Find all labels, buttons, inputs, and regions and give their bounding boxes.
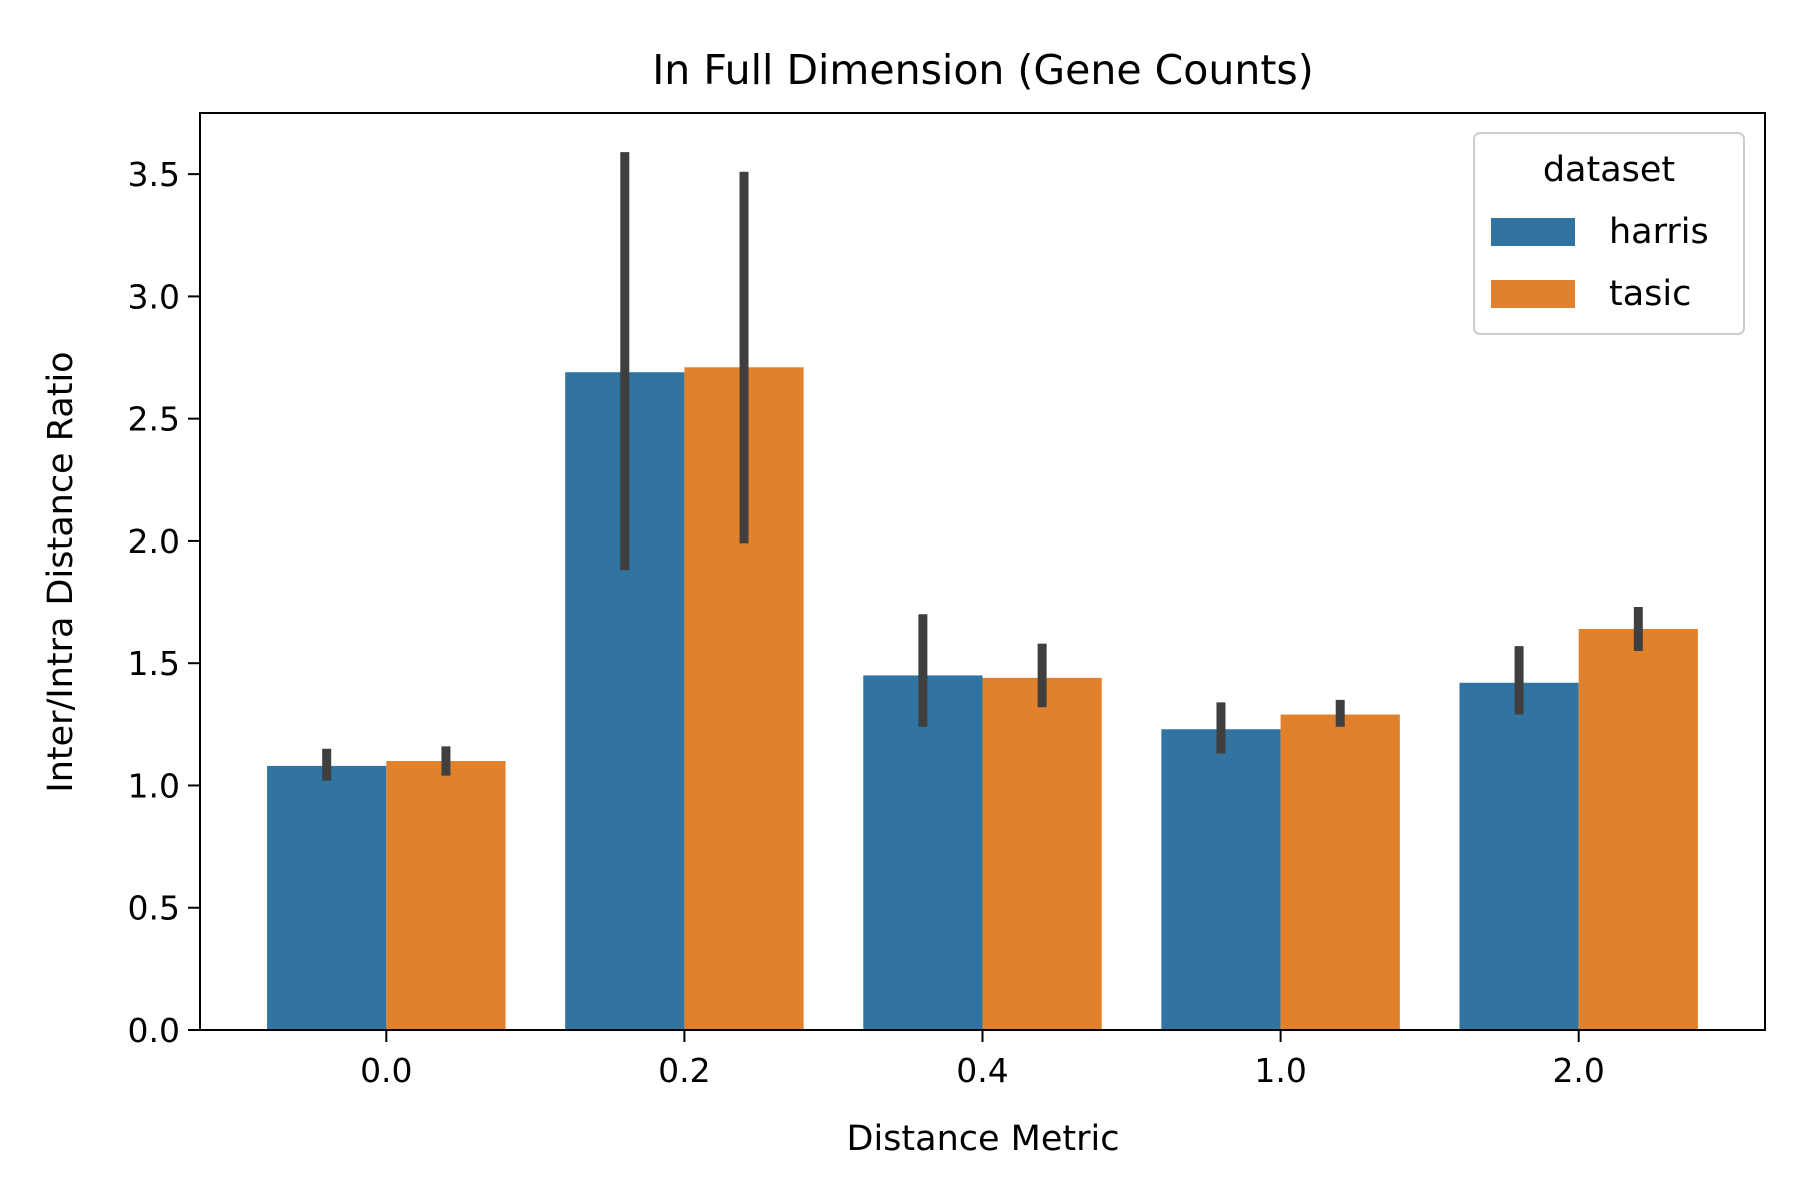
x-axis: 0.0 0.2 0.4 1.0 2.0 bbox=[360, 1030, 1605, 1090]
y-tick-label: 1.0 bbox=[128, 766, 180, 805]
y-tick-label: 1.5 bbox=[128, 644, 180, 683]
legend-label-harris: harris bbox=[1609, 212, 1709, 252]
chart-title: In Full Dimension (Gene Counts) bbox=[652, 46, 1314, 94]
y-tick-label: 2.0 bbox=[128, 522, 180, 561]
y-tick-label: 0.0 bbox=[128, 1011, 180, 1050]
bar-tasic-2.0 bbox=[1578, 628, 1698, 1030]
x-tick-label: 0.4 bbox=[956, 1051, 1008, 1090]
bar-harris-1.0 bbox=[1161, 729, 1281, 1030]
error-bars-layer bbox=[322, 152, 1643, 781]
y-tick-label: 3.5 bbox=[128, 155, 180, 194]
legend-title: dataset bbox=[1543, 150, 1675, 190]
legend-swatch-harris bbox=[1491, 218, 1575, 246]
x-tick-label: 0.2 bbox=[658, 1051, 710, 1090]
legend: dataset harris tasic bbox=[1473, 132, 1745, 335]
bar-tasic-1.0 bbox=[1280, 714, 1400, 1030]
y-tick-label: 2.5 bbox=[128, 400, 180, 439]
bar-harris-2.0 bbox=[1459, 682, 1579, 1030]
bar-tasic-0.0 bbox=[386, 761, 506, 1030]
x-tick-label: 0.0 bbox=[360, 1051, 412, 1090]
y-tick-label: 0.5 bbox=[128, 889, 180, 928]
bars-layer bbox=[267, 367, 1698, 1030]
x-tick-label: 1.0 bbox=[1254, 1051, 1306, 1090]
y-axis: 0.0 0.5 1.0 1.5 2.0 2.5 3.0 3.5 bbox=[128, 155, 200, 1050]
x-axis-label: Distance Metric bbox=[847, 1119, 1120, 1159]
y-axis-label: Inter/Intra Distance Ratio bbox=[41, 351, 81, 792]
legend-label-tasic: tasic bbox=[1609, 274, 1691, 314]
bar-harris-0.4 bbox=[863, 675, 983, 1030]
y-tick-label: 3.0 bbox=[128, 277, 180, 316]
x-tick-label: 2.0 bbox=[1552, 1051, 1604, 1090]
bar-tasic-0.4 bbox=[982, 677, 1102, 1030]
legend-swatch-tasic bbox=[1491, 280, 1575, 308]
bar-harris-0.0 bbox=[267, 765, 387, 1030]
